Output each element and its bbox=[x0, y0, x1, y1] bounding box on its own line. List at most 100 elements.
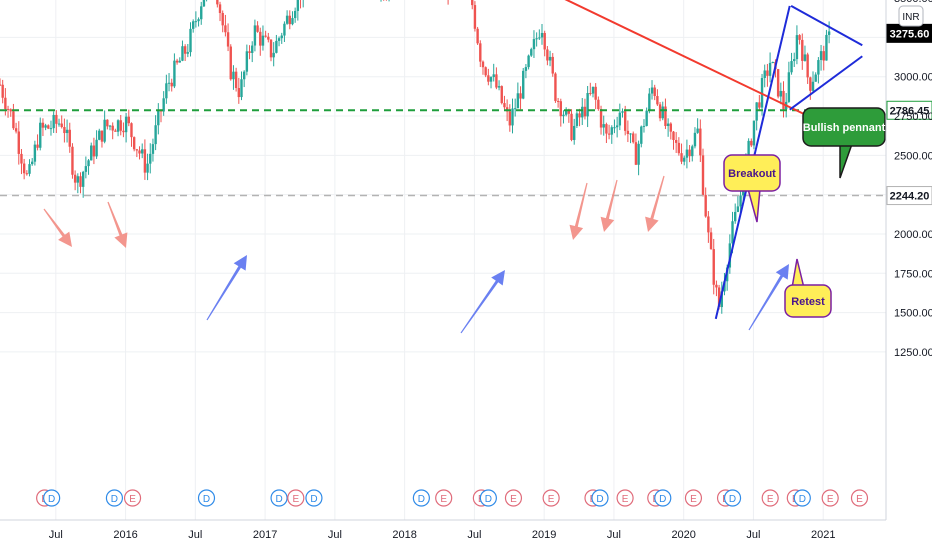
candle-body-267 bbox=[715, 284, 718, 288]
event-label-7-0: D bbox=[418, 494, 425, 505]
red-arrow-4 bbox=[600, 179, 618, 232]
candle-body-265 bbox=[709, 232, 713, 250]
currency-badge-label[interactable]: INR bbox=[902, 12, 919, 23]
candle-body-34 bbox=[90, 145, 93, 161]
candle-body-68 bbox=[181, 46, 184, 61]
candle-body-219 bbox=[586, 93, 589, 117]
candle-body-57 bbox=[151, 144, 155, 154]
candle-body-245 bbox=[656, 96, 659, 105]
blue-arrow-1 bbox=[206, 255, 247, 321]
candle-body-44 bbox=[116, 120, 120, 132]
candle-body-259 bbox=[693, 132, 697, 147]
candle-body-257 bbox=[688, 149, 691, 157]
grid bbox=[0, 0, 886, 520]
candle-body-0 bbox=[0, 84, 2, 86]
candle-body-225 bbox=[602, 124, 605, 128]
candle-body-50 bbox=[132, 137, 136, 150]
blue-arrow-3 bbox=[748, 264, 789, 331]
x-axis[interactable]: Jul 2016 Jul 2017 Jul 2018 Jul 2019 Jul 2020 Jul 20… bbox=[0, 519, 886, 541]
candle-body-234 bbox=[626, 130, 630, 134]
candle-body-17 bbox=[44, 125, 47, 128]
candle-body-36 bbox=[95, 139, 98, 157]
candle-body-220 bbox=[589, 93, 592, 95]
event-D-18-1 bbox=[793, 489, 811, 507]
candle-body-72 bbox=[191, 21, 195, 29]
candle-body-102 bbox=[272, 52, 275, 58]
candle-body-213 bbox=[570, 113, 573, 140]
event-label-11-0: E bbox=[548, 494, 555, 505]
candle-body-56 bbox=[149, 153, 152, 164]
candle-body-179 bbox=[479, 43, 482, 62]
candle-body-18 bbox=[47, 125, 50, 129]
event-markers[interactable]: EDDEDDEDDEEDEEEDEEDEEDEEDEE bbox=[36, 489, 869, 507]
candle-body-86 bbox=[229, 46, 232, 80]
red-arrow-3 bbox=[569, 182, 588, 240]
currency-badge[interactable]: INR bbox=[898, 5, 924, 27]
event-E-17-0 bbox=[761, 489, 779, 507]
candle-body-223 bbox=[597, 99, 600, 110]
event-E-11-0 bbox=[542, 489, 560, 507]
candle-body-27 bbox=[71, 146, 74, 175]
callout-text-0: Breakout bbox=[728, 168, 776, 180]
candle-body-32 bbox=[84, 166, 88, 172]
candle-body-71 bbox=[189, 28, 192, 53]
candle-body-249 bbox=[666, 123, 670, 127]
x-tick-label-6: Jul bbox=[467, 529, 481, 541]
candle-body-3 bbox=[6, 108, 10, 110]
candle-body-235 bbox=[629, 133, 632, 135]
candle-body-296 bbox=[793, 59, 796, 62]
candle-body-306 bbox=[819, 51, 823, 61]
candle-body-69 bbox=[183, 46, 187, 54]
candle-body-62 bbox=[165, 83, 168, 99]
candle-body-66 bbox=[175, 60, 179, 63]
candle-body-211 bbox=[564, 109, 568, 115]
candle-body-300 bbox=[803, 54, 807, 61]
candle-body-183 bbox=[489, 77, 493, 82]
x-tick-label-2: Jul bbox=[188, 529, 202, 541]
candle-body-24 bbox=[63, 127, 66, 134]
candle-body-237 bbox=[634, 142, 638, 165]
candle-body-264 bbox=[707, 216, 710, 233]
candle-body-188 bbox=[503, 103, 506, 108]
callout-box-0 bbox=[723, 154, 781, 192]
candle-body-48 bbox=[127, 116, 130, 124]
candle-body-101 bbox=[269, 39, 273, 58]
candle-body-208 bbox=[556, 100, 560, 102]
candle-body-58 bbox=[154, 125, 157, 145]
candle-body-30 bbox=[79, 176, 82, 187]
level-badge-1 bbox=[886, 186, 932, 206]
x-tick-label-10: Jul bbox=[746, 529, 760, 541]
candle-body-215 bbox=[575, 113, 579, 126]
red-arrow-1 bbox=[43, 208, 72, 247]
y-axis[interactable]: 1250.00 1500.00 1750.00 2000.00 2500.00 2750.… bbox=[885, 0, 932, 520]
x-tick-label-0: Jul bbox=[49, 529, 63, 541]
candle-body-244 bbox=[653, 87, 656, 97]
candle-body-253 bbox=[677, 142, 681, 154]
candle-body-38 bbox=[100, 130, 104, 142]
event-D-6-0 bbox=[305, 489, 323, 507]
currency-badge-box[interactable] bbox=[898, 5, 924, 27]
event-label-4-0: D bbox=[275, 494, 282, 505]
candle-body-40 bbox=[106, 119, 109, 127]
candle-body-64 bbox=[170, 82, 173, 87]
candle-body-176 bbox=[471, 0, 474, 6]
event-E-8-0 bbox=[435, 489, 453, 507]
candle-body-83 bbox=[221, 13, 224, 26]
candle-body-11 bbox=[28, 164, 31, 174]
candle-body-250 bbox=[669, 123, 673, 132]
event-E-19-0 bbox=[821, 489, 839, 507]
candle-body-240 bbox=[642, 125, 646, 127]
candle-body-91 bbox=[242, 71, 246, 80]
y-tick-label-0: 1250.00 bbox=[894, 347, 932, 359]
candle-body-251 bbox=[672, 131, 675, 141]
candle-body-29 bbox=[76, 176, 80, 183]
candle-body-42 bbox=[111, 125, 114, 131]
x-tick-label-5: 2018 bbox=[392, 529, 416, 541]
candle-body-266 bbox=[712, 249, 715, 285]
candle-body-301 bbox=[806, 54, 809, 78]
candle-body-55 bbox=[146, 163, 149, 173]
candle-body-305 bbox=[817, 60, 820, 75]
candle-body-53 bbox=[141, 149, 144, 154]
callout-breakout: Breakout bbox=[723, 154, 781, 223]
